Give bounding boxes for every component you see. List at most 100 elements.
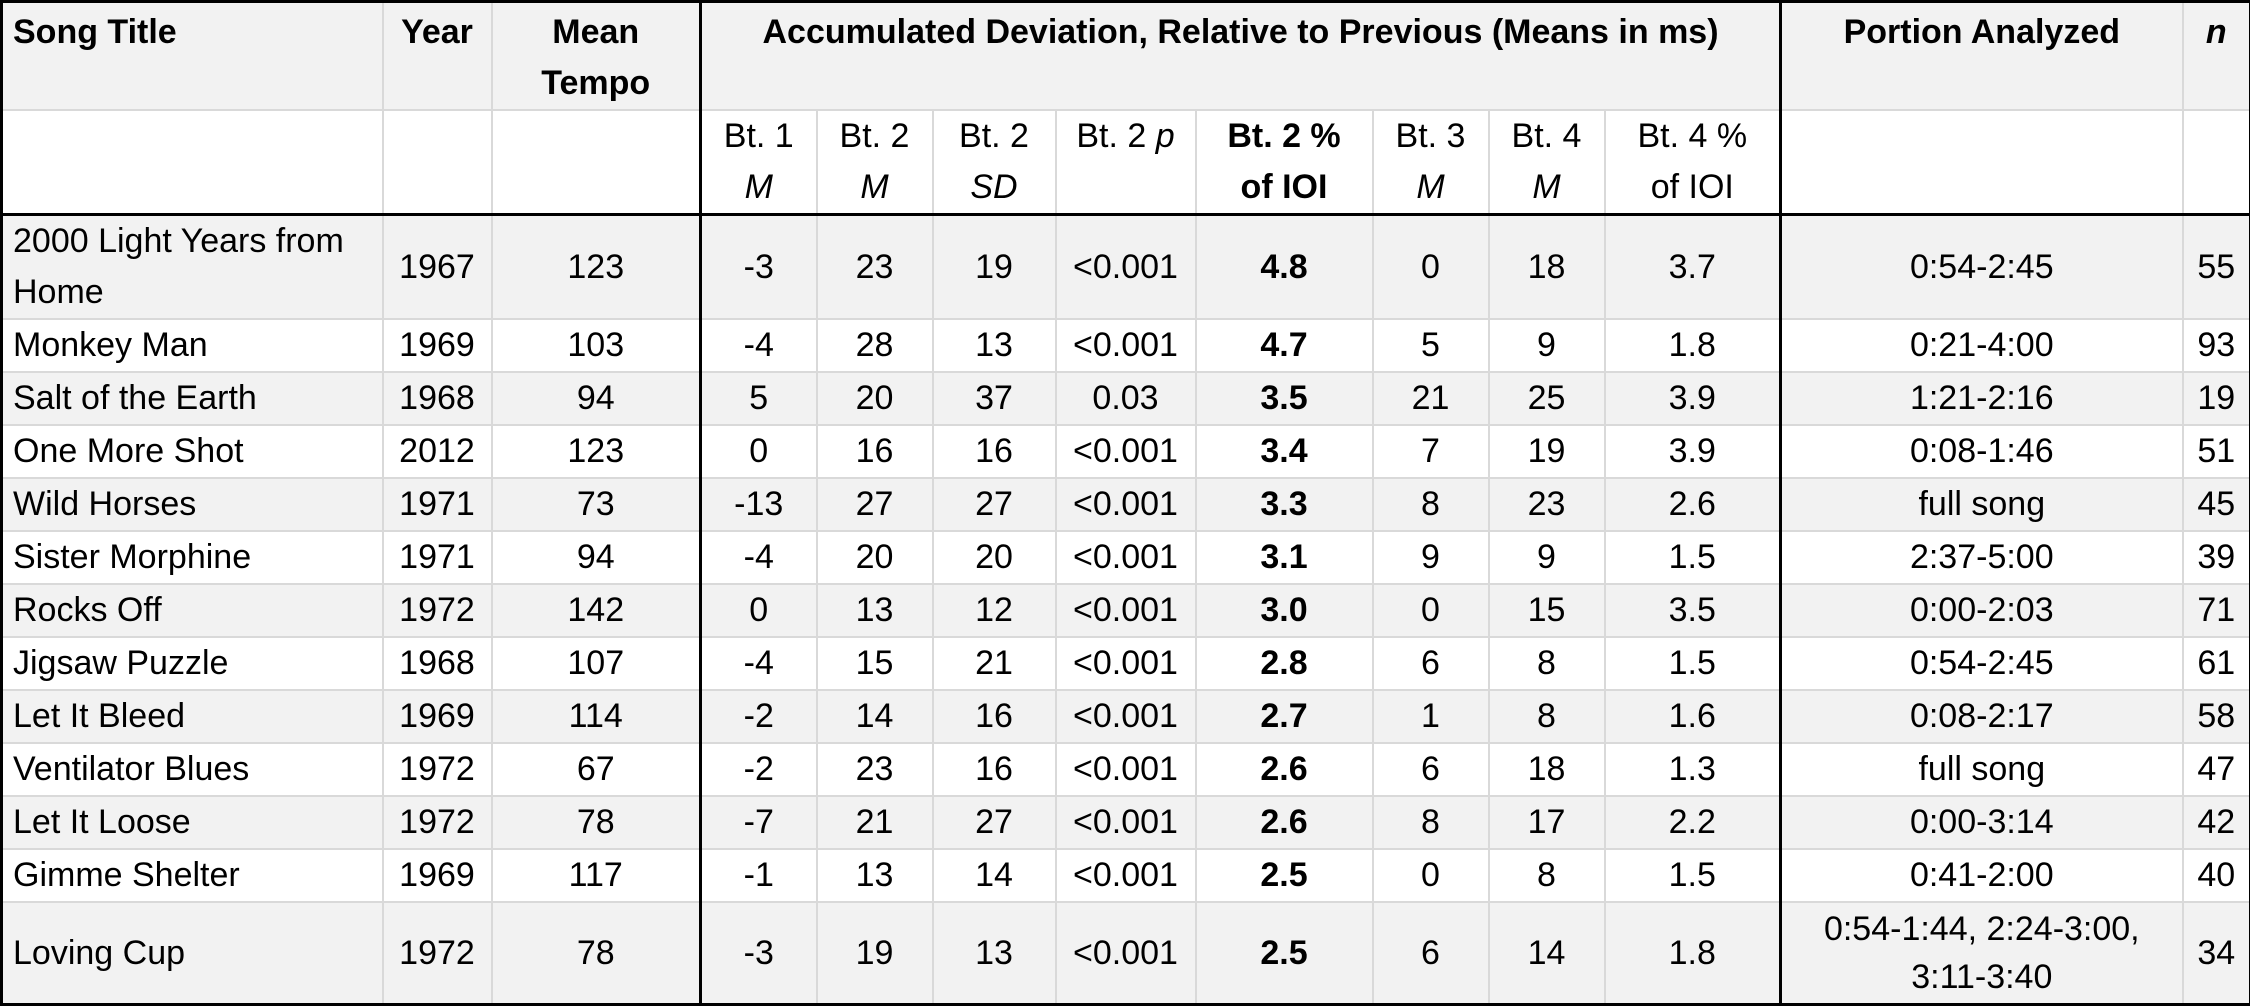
bt1-m-cell: -3 bbox=[701, 215, 817, 320]
year-cell: 1969 bbox=[383, 319, 492, 372]
bt2-pct-cell: 4.7 bbox=[1196, 319, 1373, 372]
bt2-pct-cell: 2.8 bbox=[1196, 637, 1373, 690]
portion-cell: 0:08-2:17 bbox=[1781, 690, 2183, 743]
bt2-pct-cell: 3.4 bbox=[1196, 425, 1373, 478]
header-portion-analyzed: Portion Analyzed bbox=[1781, 2, 2183, 111]
bt4-m-cell: 8 bbox=[1489, 690, 1605, 743]
bt4-pct-cell: 1.8 bbox=[1605, 902, 1781, 1005]
subheader-empty-tempo bbox=[492, 110, 701, 215]
mean-tempo-cell: 142 bbox=[492, 584, 701, 637]
bt2-m-cell: 23 bbox=[817, 743, 933, 796]
header-song-title: Song Title bbox=[2, 2, 383, 111]
portion-cell: 0:08-1:46 bbox=[1781, 425, 2183, 478]
bt2-m-cell: 15 bbox=[817, 637, 933, 690]
mean-tempo-cell: 114 bbox=[492, 690, 701, 743]
song-title-cell: 2000 Light Years from Home bbox=[2, 215, 383, 320]
subheader-empty-n bbox=[2183, 110, 2250, 215]
n-cell: 58 bbox=[2183, 690, 2250, 743]
bt2-p-cell: <0.001 bbox=[1056, 690, 1196, 743]
mean-tempo-cell: 73 bbox=[492, 478, 701, 531]
song-title-cell: Monkey Man bbox=[2, 319, 383, 372]
bt2-sd-cell: 21 bbox=[933, 637, 1056, 690]
bt2-pct-cell: 2.6 bbox=[1196, 796, 1373, 849]
song-title-cell: Gimme Shelter bbox=[2, 849, 383, 902]
bt2-pct-cell: 2.5 bbox=[1196, 902, 1373, 1005]
bt4-pct-cell: 1.5 bbox=[1605, 531, 1781, 584]
bt2-sd-cell: 13 bbox=[933, 319, 1056, 372]
bt1-m-cell: -3 bbox=[701, 902, 817, 1005]
portion-cell: full song bbox=[1781, 743, 2183, 796]
song-title-cell: Wild Horses bbox=[2, 478, 383, 531]
bt4-m-cell: 15 bbox=[1489, 584, 1605, 637]
year-cell: 1968 bbox=[383, 372, 492, 425]
subheader-bt4-pct: Bt. 4 %of IOI bbox=[1605, 110, 1781, 215]
bt2-p-cell: <0.001 bbox=[1056, 215, 1196, 320]
subheader-bt2-p: Bt. 2 p bbox=[1056, 110, 1196, 215]
n-cell: 40 bbox=[2183, 849, 2250, 902]
bt2-m-cell: 21 bbox=[817, 796, 933, 849]
year-cell: 1967 bbox=[383, 215, 492, 320]
portion-cell: 0:54-2:45 bbox=[1781, 215, 2183, 320]
bt1-m-cell: -4 bbox=[701, 637, 817, 690]
bt1-m-cell: -1 bbox=[701, 849, 817, 902]
bt3-m-cell: 1 bbox=[1373, 690, 1489, 743]
bt2-m-cell: 20 bbox=[817, 372, 933, 425]
year-cell: 2012 bbox=[383, 425, 492, 478]
bt3-m-cell: 0 bbox=[1373, 215, 1489, 320]
header-n: n bbox=[2183, 2, 2250, 111]
bt1-m-cell: 0 bbox=[701, 425, 817, 478]
bt2-p-cell: <0.001 bbox=[1056, 637, 1196, 690]
bt1-m-cell: -2 bbox=[701, 690, 817, 743]
bt2-p-cell: <0.001 bbox=[1056, 796, 1196, 849]
year-cell: 1972 bbox=[383, 902, 492, 1005]
mean-tempo-cell: 107 bbox=[492, 637, 701, 690]
mean-tempo-cell: 117 bbox=[492, 849, 701, 902]
bt2-m-cell: 13 bbox=[817, 584, 933, 637]
bt4-pct-cell: 1.8 bbox=[1605, 319, 1781, 372]
n-cell: 39 bbox=[2183, 531, 2250, 584]
song-title-cell: Let It Loose bbox=[2, 796, 383, 849]
bt1-m-cell: -7 bbox=[701, 796, 817, 849]
year-cell: 1971 bbox=[383, 531, 492, 584]
bt4-pct-cell: 3.9 bbox=[1605, 425, 1781, 478]
bt4-m-cell: 23 bbox=[1489, 478, 1605, 531]
mean-tempo-cell: 103 bbox=[492, 319, 701, 372]
bt2-pct-cell: 3.5 bbox=[1196, 372, 1373, 425]
bt4-m-cell: 19 bbox=[1489, 425, 1605, 478]
bt2-sd-cell: 37 bbox=[933, 372, 1056, 425]
n-cell: 61 bbox=[2183, 637, 2250, 690]
header-accumulated-deviation: Accumulated Deviation, Relative to Previ… bbox=[701, 2, 1781, 111]
bt2-m-cell: 13 bbox=[817, 849, 933, 902]
bt2-sd-cell: 16 bbox=[933, 425, 1056, 478]
song-title-cell: Rocks Off bbox=[2, 584, 383, 637]
year-cell: 1969 bbox=[383, 849, 492, 902]
bt2-sd-cell: 27 bbox=[933, 478, 1056, 531]
bt2-pct-cell: 3.3 bbox=[1196, 478, 1373, 531]
bt2-sd-cell: 14 bbox=[933, 849, 1056, 902]
bt2-sd-cell: 12 bbox=[933, 584, 1056, 637]
n-cell: 71 bbox=[2183, 584, 2250, 637]
subheader-empty-title bbox=[2, 110, 383, 215]
bt2-m-cell: 28 bbox=[817, 319, 933, 372]
n-cell: 55 bbox=[2183, 215, 2250, 320]
bt4-pct-cell: 1.6 bbox=[1605, 690, 1781, 743]
portion-cell: 0:54-2:45 bbox=[1781, 637, 2183, 690]
bt2-p-cell: <0.001 bbox=[1056, 425, 1196, 478]
bt4-m-cell: 8 bbox=[1489, 637, 1605, 690]
song-title-cell: Sister Morphine bbox=[2, 531, 383, 584]
n-cell: 34 bbox=[2183, 902, 2250, 1005]
bt2-m-cell: 27 bbox=[817, 478, 933, 531]
